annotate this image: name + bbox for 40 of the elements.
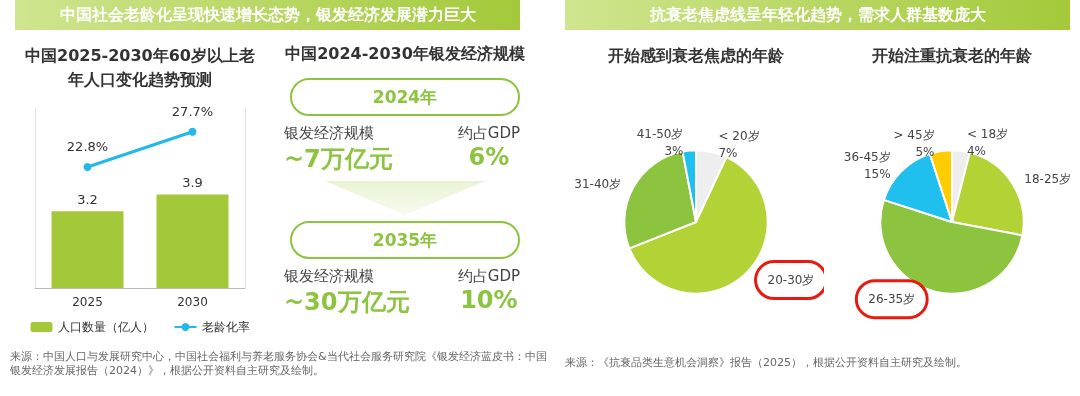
slice-label: 18-25岁	[1024, 172, 1072, 187]
slice-label: 20-30岁	[767, 273, 815, 288]
data-label: 27.7%	[171, 103, 214, 119]
chart-subtitle: 抗衰老焦虑线呈年轻化趋势，需求人群基数庞大	[565, 0, 1070, 30]
chart-subtitle: 中国社会老龄化呈现快速增长态势，银发经济发展潜力巨大	[15, 0, 520, 30]
slice-label: 41-50岁	[636, 127, 684, 142]
slice-label: 26-35岁	[868, 292, 916, 307]
chart-title: 开始感到衰老焦虑的年龄	[607, 45, 785, 65]
category-label: 2030	[177, 295, 208, 309]
text: 银发经济规模	[284, 124, 375, 143]
data-label: 22.8%	[66, 139, 109, 155]
chart-title: 开始注重抗衰老的年龄	[871, 45, 1033, 65]
text: 10%	[459, 286, 519, 314]
text: 2024年	[290, 78, 520, 116]
data-label: 15%	[863, 167, 891, 182]
data-label: 3%	[664, 144, 684, 159]
text: 银发经济规模	[284, 267, 375, 286]
text: 约占GDP	[457, 124, 520, 143]
legend-label: 老龄化率	[201, 320, 250, 334]
data-label: 4%	[966, 144, 987, 159]
data-label: 7%	[718, 145, 738, 160]
text: ~7万亿元	[284, 144, 393, 175]
slice-label: > 45岁	[893, 127, 935, 142]
data-label: 3.9	[182, 175, 203, 191]
chart-title: 中国2025-2030年60岁以上老年人口变化趋势预测	[25, 45, 255, 89]
text: 约占GDP	[457, 267, 520, 286]
slice-label: 36-45岁	[843, 150, 891, 165]
slice-label: < 20岁	[718, 128, 760, 143]
slice-label: < 18岁	[966, 127, 1009, 142]
slice-label: 31-40岁	[574, 176, 622, 191]
text: ~30万亿元	[284, 287, 410, 318]
category-label: 2025	[72, 295, 103, 309]
text: 6%	[467, 143, 511, 171]
data-label: 5%	[915, 144, 935, 159]
legend-label: 人口数量（亿人）	[57, 320, 154, 334]
text: 2035年	[290, 221, 520, 259]
data-label: 3.2	[77, 192, 98, 208]
source-note: 来源：中国人口与发展研究中心，中国社会福利与养老服务协会&当代社会服务研究院《银发经济蓝皮书：中国银发经济发展报告（2024）》，根据公开资料自主研究及绘制。	[10, 350, 548, 378]
source-note: 来源：《抗衰品类生意机会洞察》报告（2025），根据公开资料自主研究及绘制。	[565, 356, 968, 370]
text: 中国2024-2030年银发经济规模	[284, 43, 526, 65]
